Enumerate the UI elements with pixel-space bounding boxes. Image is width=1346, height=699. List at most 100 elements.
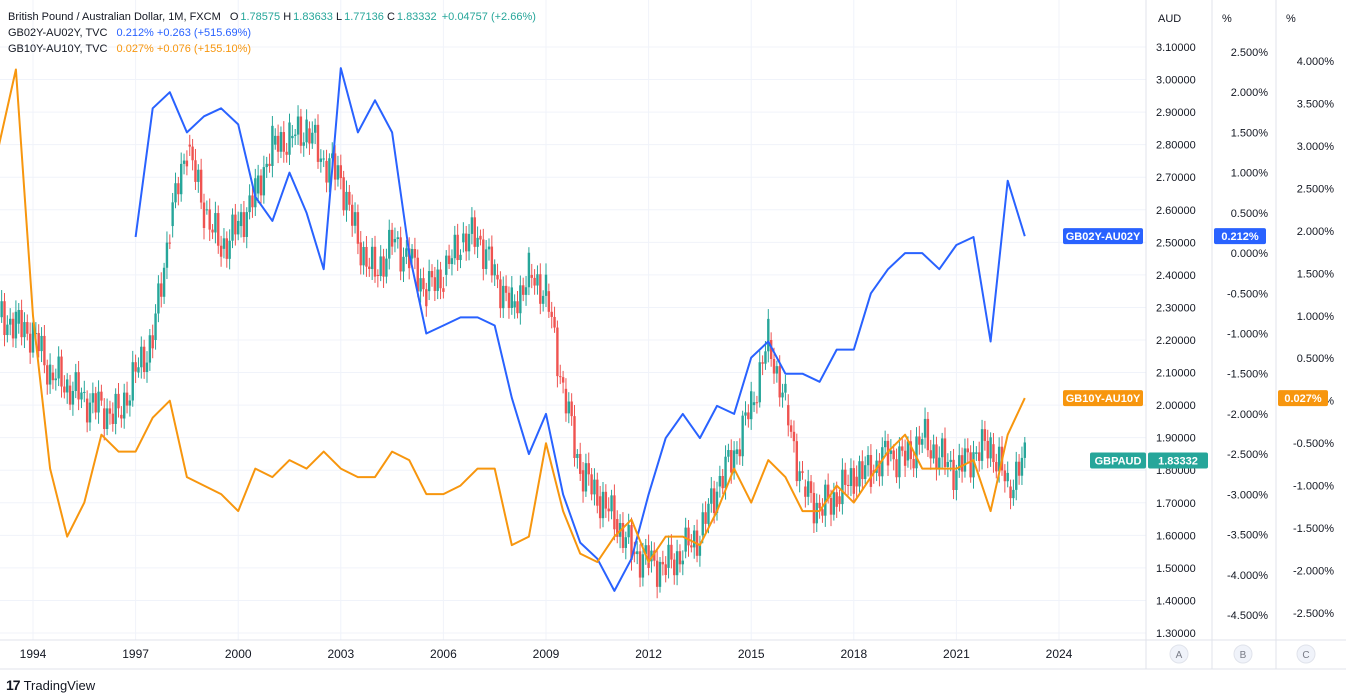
candle-body[interactable] bbox=[103, 408, 106, 430]
candle-body[interactable] bbox=[356, 212, 360, 244]
candle-body[interactable] bbox=[31, 322, 35, 353]
candle-body[interactable] bbox=[117, 393, 120, 409]
gbpaud-candles[interactable] bbox=[0, 105, 1026, 599]
candle-body[interactable] bbox=[727, 450, 730, 457]
candle-body[interactable] bbox=[245, 212, 248, 238]
candle-body[interactable] bbox=[869, 455, 873, 487]
candle-body[interactable] bbox=[852, 468, 855, 494]
candle-body[interactable] bbox=[425, 289, 428, 307]
candle-body[interactable] bbox=[208, 209, 211, 230]
candle-body[interactable] bbox=[909, 441, 912, 460]
candle-body[interactable] bbox=[185, 160, 189, 167]
candle-body[interactable] bbox=[698, 544, 702, 556]
candle-body[interactable] bbox=[767, 318, 770, 352]
candle-body[interactable] bbox=[180, 163, 183, 195]
axis-a-tick-label[interactable]: 2.20000 bbox=[1156, 335, 1196, 347]
candle-body[interactable] bbox=[613, 495, 616, 530]
candle-body[interactable] bbox=[353, 212, 357, 226]
candle-body[interactable] bbox=[701, 512, 704, 536]
candle-body[interactable] bbox=[567, 401, 570, 414]
candle-body[interactable] bbox=[342, 177, 345, 211]
candle-body[interactable] bbox=[40, 335, 43, 352]
candle-body[interactable] bbox=[100, 391, 103, 401]
scale-button-b[interactable] bbox=[1233, 644, 1253, 664]
candle-body[interactable] bbox=[584, 463, 588, 492]
candle-body[interactable] bbox=[513, 301, 516, 308]
time-axis-label[interactable]: 2021 bbox=[943, 647, 970, 661]
axis-c-tick-label[interactable]: -1.000% bbox=[1293, 481, 1334, 493]
candle-body[interactable] bbox=[903, 450, 907, 466]
candle-body[interactable] bbox=[758, 362, 761, 403]
candle-body[interactable] bbox=[761, 362, 764, 364]
candle-body[interactable] bbox=[328, 158, 331, 183]
candle-body[interactable] bbox=[972, 452, 975, 478]
candle-body[interactable] bbox=[43, 335, 46, 366]
candle-body[interactable] bbox=[422, 278, 425, 290]
candle-body[interactable] bbox=[467, 233, 471, 252]
candle-body[interactable] bbox=[943, 438, 947, 467]
candle-body[interactable] bbox=[91, 393, 95, 403]
axis-c-tick-label[interactable]: 1.500% bbox=[1297, 268, 1335, 280]
candle-body[interactable] bbox=[268, 163, 271, 166]
candle-body[interactable] bbox=[237, 220, 240, 235]
candle-body[interactable] bbox=[784, 383, 787, 393]
candle-body[interactable] bbox=[530, 274, 533, 278]
candle-body[interactable] bbox=[339, 165, 342, 179]
candle-body[interactable] bbox=[750, 391, 753, 420]
candle-body[interactable] bbox=[995, 462, 998, 472]
candle-body[interactable] bbox=[382, 256, 385, 277]
candle-body[interactable] bbox=[804, 486, 807, 497]
candle-body[interactable] bbox=[60, 356, 63, 387]
candle-body[interactable] bbox=[365, 246, 368, 267]
candle-body[interactable] bbox=[587, 463, 590, 475]
candle-body[interactable] bbox=[536, 274, 539, 286]
candle-body[interactable] bbox=[46, 365, 49, 385]
candle-body[interactable] bbox=[593, 479, 596, 495]
candle-body[interactable] bbox=[368, 266, 371, 269]
candle-body[interactable] bbox=[835, 492, 838, 507]
candle-body[interactable] bbox=[459, 254, 462, 261]
candle-body[interactable] bbox=[861, 461, 864, 480]
candle-body[interactable] bbox=[410, 248, 414, 259]
candle-body[interactable] bbox=[664, 564, 667, 576]
axis-a-tick-label[interactable]: 1.90000 bbox=[1156, 433, 1196, 445]
candle-body[interactable] bbox=[248, 195, 251, 213]
candle-body[interactable] bbox=[294, 134, 297, 136]
axis-b-tick-label[interactable]: -4.000% bbox=[1227, 570, 1268, 582]
candle-body[interactable] bbox=[313, 124, 317, 133]
candle-body[interactable] bbox=[23, 322, 26, 338]
candle-body[interactable] bbox=[955, 470, 958, 491]
candle-body[interactable] bbox=[54, 378, 57, 381]
candle-body[interactable] bbox=[559, 376, 562, 378]
candle-body[interactable] bbox=[715, 491, 719, 514]
axis-a-tick-label[interactable]: 2.60000 bbox=[1156, 205, 1196, 217]
candle-body[interactable] bbox=[499, 279, 502, 309]
candle-body[interactable] bbox=[288, 122, 291, 155]
candle-body[interactable] bbox=[336, 165, 340, 180]
axis-a-tick-label[interactable]: 3.00000 bbox=[1156, 75, 1196, 87]
candle-body[interactable] bbox=[638, 551, 642, 578]
candle-body[interactable] bbox=[487, 246, 491, 250]
candle-body[interactable] bbox=[140, 346, 143, 368]
candle-body[interactable] bbox=[211, 229, 214, 233]
candle-body[interactable] bbox=[553, 316, 556, 328]
candle-body[interactable] bbox=[217, 213, 220, 246]
candle-body[interactable] bbox=[388, 229, 391, 259]
candle-body[interactable] bbox=[550, 311, 553, 317]
candle-body[interactable] bbox=[1012, 489, 1015, 499]
candle-body[interactable] bbox=[621, 523, 625, 548]
candle-body[interactable] bbox=[319, 158, 323, 162]
time-axis-label[interactable]: 2003 bbox=[327, 647, 354, 661]
candle-body[interactable] bbox=[821, 509, 824, 516]
candle-body[interactable] bbox=[989, 437, 992, 459]
candle-body[interactable] bbox=[815, 502, 818, 524]
candle-body[interactable] bbox=[681, 560, 684, 565]
candle-body[interactable] bbox=[667, 544, 670, 568]
axis-b-tick-label[interactable]: -2.000% bbox=[1227, 409, 1268, 421]
candle-body[interactable] bbox=[590, 474, 593, 495]
time-axis-label[interactable]: 2006 bbox=[430, 647, 457, 661]
axis-c-tick-label[interactable]: 2.500% bbox=[1297, 183, 1335, 195]
candle-body[interactable] bbox=[730, 450, 733, 473]
candle-body[interactable] bbox=[14, 311, 18, 339]
